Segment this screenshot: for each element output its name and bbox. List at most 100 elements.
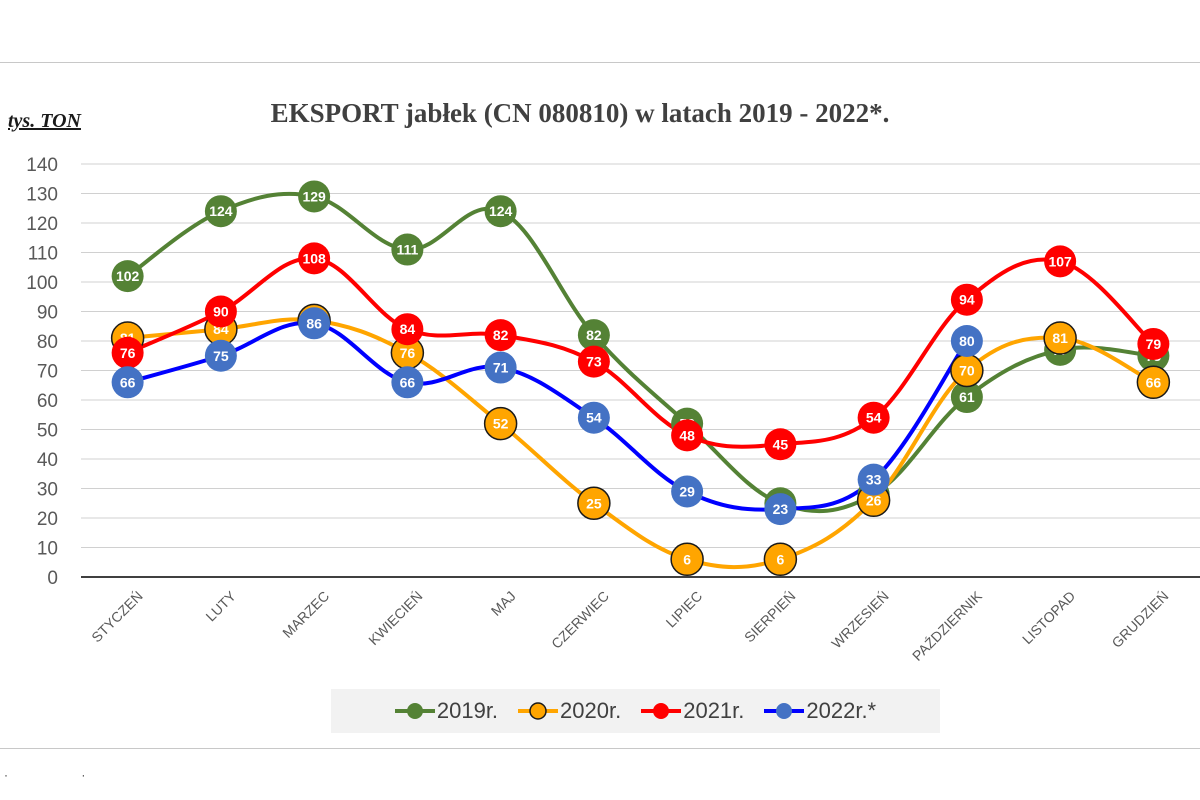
data-point [577, 319, 610, 352]
data-point [1044, 245, 1077, 278]
legend-label: 2020r. [560, 698, 622, 723]
data-label: 33 [866, 472, 882, 488]
y-tick-label: 140 [26, 155, 58, 176]
data-label: 52 [493, 416, 509, 432]
data-point [204, 339, 237, 372]
data-label: 29 [679, 483, 695, 499]
data-point [671, 419, 704, 452]
x-tick-label: MAJ [488, 588, 519, 619]
x-tick-label: LUTY [202, 587, 239, 624]
data-label: 76 [400, 345, 416, 361]
data-point [577, 486, 611, 520]
data-point [298, 242, 331, 275]
data-point [763, 542, 798, 577]
data-point [391, 366, 424, 399]
x-tick-label: PAŹDZIERNIK [909, 587, 986, 664]
y-tick-label: 50 [37, 421, 58, 442]
data-label: 73 [586, 354, 602, 370]
data-label: 76 [120, 345, 136, 361]
data-label: 26 [866, 492, 882, 508]
x-tick-label: WRZESIEŃ [828, 588, 892, 652]
y-tick-label: 20 [37, 509, 58, 530]
data-point [857, 401, 890, 434]
series-markers-3: 76 90 108 84 82 73 48 45 54 94 107 79 [111, 242, 1170, 461]
data-point [111, 336, 144, 369]
data-point [577, 401, 610, 434]
legend-swatch [641, 703, 682, 719]
legend-item-3: 2021r. [641, 698, 744, 724]
legend-item-4: 2022r.* [764, 698, 876, 724]
y-tick-label: 90 [37, 303, 58, 324]
y-tick-label: 120 [26, 214, 58, 235]
y-tick-label: 70 [37, 362, 58, 383]
gridlines [81, 163, 1200, 548]
series-markers-1: 10212412911112482522528617775 [111, 180, 1170, 520]
data-point [1043, 321, 1077, 355]
data-label: 66 [120, 374, 136, 390]
data-point [111, 260, 144, 293]
x-tick-label: GRUDZIEŃ [1108, 588, 1171, 651]
data-label: 129 [302, 188, 326, 204]
data-label: 48 [679, 427, 695, 443]
data-label: 108 [302, 250, 326, 266]
data-point [671, 475, 704, 508]
data-point [298, 180, 331, 213]
y-tick-label: 40 [37, 450, 58, 471]
y-tick-label: 0 [47, 568, 58, 589]
line-chart: 0 10 20 30 40 50 60 70 80 90 100 110 120 130 140 STYCZE… [26, 155, 1200, 664]
data-point [1136, 365, 1171, 400]
data-point [204, 295, 237, 328]
data-label: 71 [493, 360, 509, 376]
x-tick-label: SIERPIEŃ [741, 588, 799, 646]
data-point [1137, 327, 1170, 360]
data-label: 6 [776, 551, 784, 567]
legend-label: 2021r. [683, 698, 745, 723]
data-point [298, 307, 331, 340]
series-line-3 [126, 256, 1155, 449]
data-label: 75 [213, 348, 229, 364]
legend-label: 2019r. [436, 698, 499, 723]
data-label: 102 [116, 268, 140, 284]
legend-swatch [518, 702, 559, 720]
data-label: 23 [773, 501, 789, 517]
data-point [764, 493, 797, 526]
data-label: 90 [213, 304, 229, 320]
x-tick-label: MARZEC [279, 588, 332, 641]
chart-title: EKSPORT jabłek (CN 080810) w latach 2019… [270, 98, 890, 128]
legend-swatch [394, 703, 435, 719]
series-line-4 [127, 320, 969, 512]
y-tick-label: 130 [26, 185, 58, 206]
data-point [764, 428, 797, 461]
footnote-marks: · · [4, 768, 86, 782]
data-point [857, 463, 890, 496]
data-label: 82 [493, 327, 509, 343]
data-label: 54 [586, 410, 602, 426]
data-point [484, 319, 517, 352]
x-tick-label: STYCZEŃ [88, 588, 146, 646]
data-label: 25 [586, 495, 602, 511]
data-label: 70 [959, 363, 975, 379]
data-label: 54 [866, 410, 882, 426]
y-axis: 0 10 20 30 40 50 60 70 80 90 100 110 120 130 140 [26, 155, 58, 589]
data-point [391, 313, 424, 346]
chart-legend: 2019r. 2020r. 2021r. 2022r.* [331, 689, 940, 733]
y-tick-label: 100 [26, 273, 58, 294]
data-point [950, 325, 983, 357]
data-label: 124 [209, 203, 233, 219]
data-point [483, 406, 518, 441]
series-line-2 [127, 317, 1155, 570]
legend-item-2: 2020r. [518, 698, 621, 724]
legend-item-1: 2019r. [394, 698, 499, 724]
data-label: 82 [586, 327, 602, 343]
x-axis: STYCZEŃ LUTY MARZEC KWIECIEŃ MAJ CZERWIEC LIPI… [88, 587, 1171, 664]
data-label: 45 [773, 436, 789, 452]
data-label: 107 [1048, 253, 1072, 269]
data-point [577, 345, 610, 378]
data-label: 61 [959, 389, 975, 405]
data-point [391, 233, 424, 266]
data-point [484, 351, 517, 384]
y-tick-label: 30 [37, 480, 58, 501]
data-label: 94 [959, 292, 975, 308]
data-label: 80 [959, 333, 975, 349]
y-tick-label: 10 [37, 539, 58, 560]
